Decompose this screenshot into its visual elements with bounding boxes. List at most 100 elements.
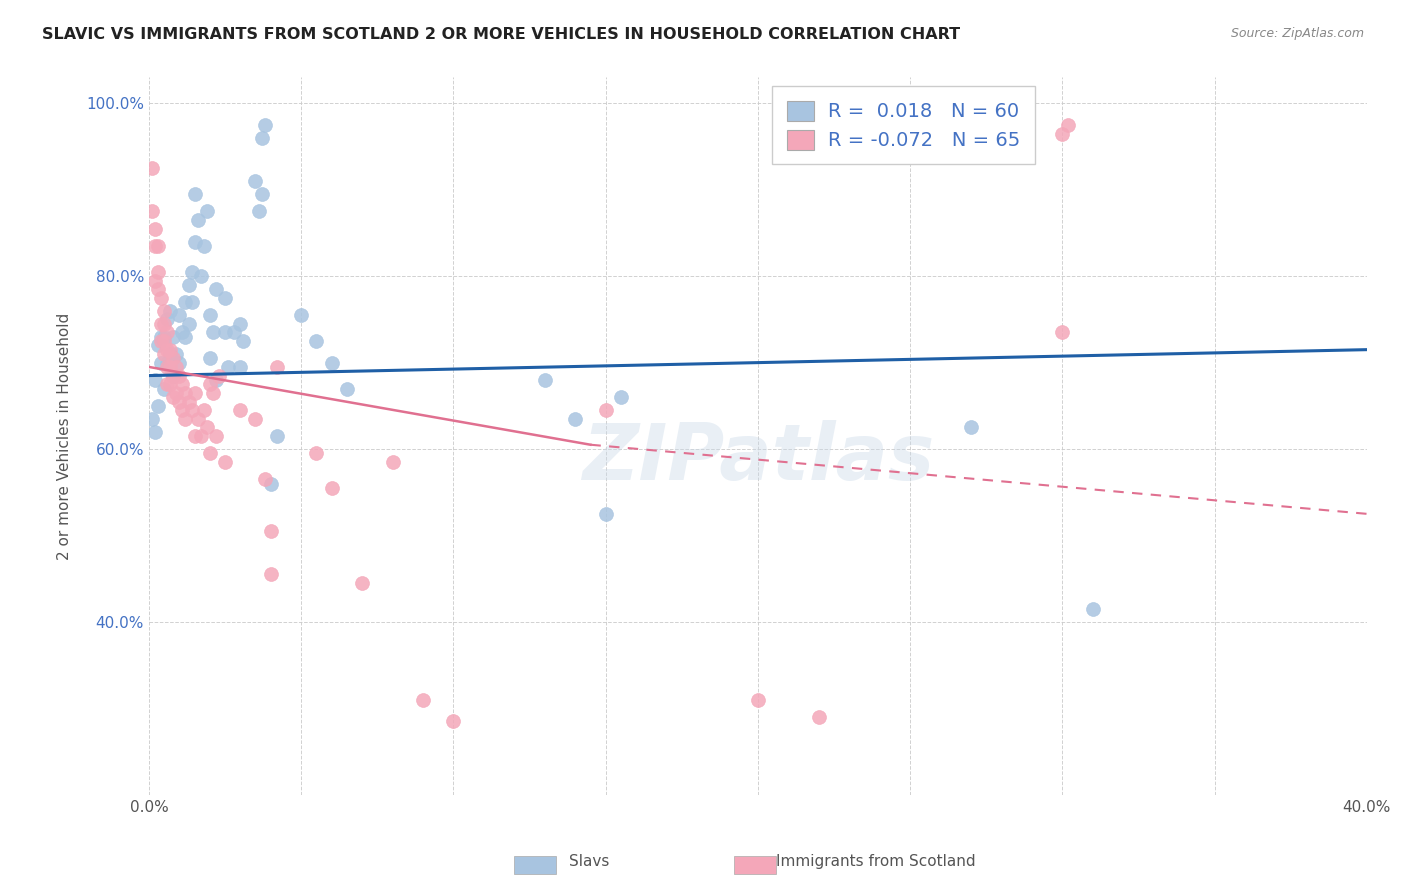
Point bbox=[1057, 118, 1080, 132]
Point bbox=[141, 161, 163, 176]
Point bbox=[260, 567, 283, 582]
Legend: R =  0.018   N = 60, R = -0.072   N = 65: R = 0.018 N = 60, R = -0.072 N = 65 bbox=[772, 87, 1035, 164]
Text: Slavs: Slavs bbox=[569, 855, 609, 869]
Point bbox=[198, 351, 221, 366]
Point bbox=[172, 377, 194, 392]
Point bbox=[174, 385, 197, 400]
Point bbox=[174, 295, 197, 310]
Point bbox=[159, 303, 181, 318]
Point bbox=[150, 334, 173, 348]
Point bbox=[187, 213, 209, 227]
Point bbox=[1052, 326, 1074, 340]
Point bbox=[169, 368, 191, 383]
Point bbox=[253, 118, 276, 132]
Point bbox=[150, 291, 173, 305]
Point bbox=[183, 235, 205, 249]
Point bbox=[169, 356, 191, 370]
Point bbox=[172, 403, 194, 417]
Point bbox=[266, 429, 288, 443]
Point bbox=[162, 329, 184, 343]
Point bbox=[229, 403, 252, 417]
Point bbox=[260, 476, 283, 491]
Point bbox=[381, 455, 404, 469]
Point bbox=[595, 403, 617, 417]
Point bbox=[208, 368, 231, 383]
Point bbox=[1081, 602, 1104, 616]
Point bbox=[150, 356, 173, 370]
Point bbox=[153, 329, 176, 343]
Point bbox=[183, 429, 205, 443]
Point bbox=[305, 446, 328, 460]
Point bbox=[224, 326, 246, 340]
Point bbox=[165, 347, 187, 361]
Point bbox=[747, 692, 769, 706]
Point bbox=[153, 382, 176, 396]
Point bbox=[807, 710, 830, 724]
Point bbox=[533, 373, 555, 387]
Point bbox=[960, 420, 983, 434]
Point bbox=[156, 343, 179, 357]
Point bbox=[143, 373, 166, 387]
Point bbox=[153, 303, 176, 318]
Point bbox=[172, 326, 194, 340]
Text: Immigrants from Scotland: Immigrants from Scotland bbox=[776, 855, 976, 869]
Point bbox=[146, 265, 169, 279]
Point bbox=[146, 338, 169, 352]
Point bbox=[162, 368, 184, 383]
Point bbox=[201, 326, 224, 340]
Point bbox=[190, 269, 212, 284]
Point bbox=[156, 312, 179, 326]
Point bbox=[564, 411, 586, 425]
Point bbox=[193, 403, 215, 417]
Point bbox=[232, 334, 254, 348]
Point bbox=[169, 394, 191, 409]
Point bbox=[177, 394, 200, 409]
Point bbox=[595, 507, 617, 521]
Point bbox=[150, 329, 173, 343]
Point bbox=[141, 204, 163, 219]
Point bbox=[266, 359, 288, 374]
Point bbox=[190, 429, 212, 443]
Point bbox=[250, 187, 273, 202]
Point bbox=[201, 385, 224, 400]
Point bbox=[162, 368, 184, 383]
Text: ZIPatlas: ZIPatlas bbox=[582, 419, 934, 496]
Point bbox=[146, 239, 169, 253]
Point bbox=[214, 326, 236, 340]
Point bbox=[217, 359, 239, 374]
Point bbox=[321, 356, 343, 370]
Point bbox=[198, 308, 221, 322]
Point bbox=[412, 692, 434, 706]
Point bbox=[159, 347, 181, 361]
Point bbox=[169, 308, 191, 322]
Point bbox=[336, 382, 359, 396]
Point bbox=[159, 359, 181, 374]
Point bbox=[260, 524, 283, 538]
Point bbox=[193, 239, 215, 253]
Point bbox=[205, 282, 228, 296]
Point bbox=[183, 385, 205, 400]
Point bbox=[205, 373, 228, 387]
Point bbox=[610, 390, 633, 404]
Text: SLAVIC VS IMMIGRANTS FROM SCOTLAND 2 OR MORE VEHICLES IN HOUSEHOLD CORRELATION C: SLAVIC VS IMMIGRANTS FROM SCOTLAND 2 OR … bbox=[42, 27, 960, 42]
Point bbox=[214, 291, 236, 305]
Point bbox=[159, 377, 181, 392]
Point bbox=[187, 411, 209, 425]
Point bbox=[150, 317, 173, 331]
Point bbox=[141, 411, 163, 425]
Point bbox=[195, 420, 218, 434]
Point bbox=[441, 714, 464, 729]
Point bbox=[174, 411, 197, 425]
Point bbox=[143, 273, 166, 287]
Point bbox=[229, 359, 252, 374]
Point bbox=[143, 425, 166, 439]
Point bbox=[183, 187, 205, 202]
Point bbox=[153, 334, 176, 348]
Point bbox=[1052, 127, 1074, 141]
Point bbox=[153, 317, 176, 331]
Point bbox=[180, 265, 202, 279]
Point bbox=[195, 204, 218, 219]
Point bbox=[180, 403, 202, 417]
Point bbox=[146, 399, 169, 413]
Point bbox=[250, 131, 273, 145]
